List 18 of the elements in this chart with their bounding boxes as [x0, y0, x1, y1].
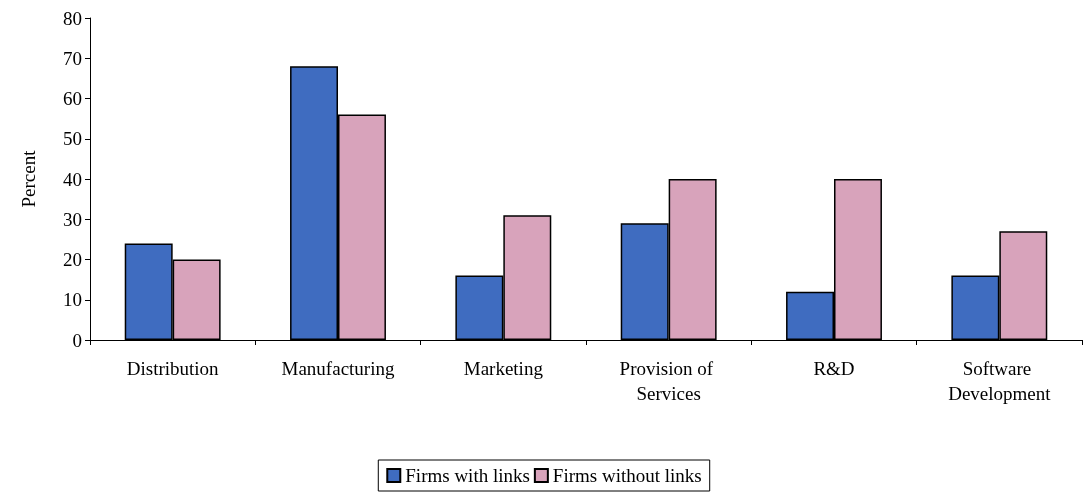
- y-tick-label: 10: [63, 289, 82, 311]
- x-tick-label: Software Development: [948, 358, 1052, 404]
- y-tick-label: 30: [63, 208, 82, 230]
- legend-label: Firms with links: [405, 465, 530, 486]
- y-tick-label: 0: [72, 329, 82, 351]
- y-axis-title: Percent: [18, 149, 39, 208]
- legend-label: Firms without links: [552, 465, 702, 486]
- x-tick-label: Manufacturing: [281, 358, 395, 379]
- y-tick-label: 40: [63, 168, 82, 190]
- x-tick-label: Provision of Services: [619, 358, 718, 404]
- y-tick-label: 80: [63, 7, 82, 29]
- y-tick-label: 60: [63, 88, 82, 109]
- y-tick-label: 70: [63, 47, 82, 69]
- y-tick-label: 20: [63, 249, 82, 270]
- x-tick-label: Marketing: [463, 358, 544, 379]
- y-tick-label: 50: [63, 128, 82, 150]
- x-tick-label: R&D: [813, 358, 855, 379]
- x-tick-label: Distribution: [126, 358, 220, 379]
